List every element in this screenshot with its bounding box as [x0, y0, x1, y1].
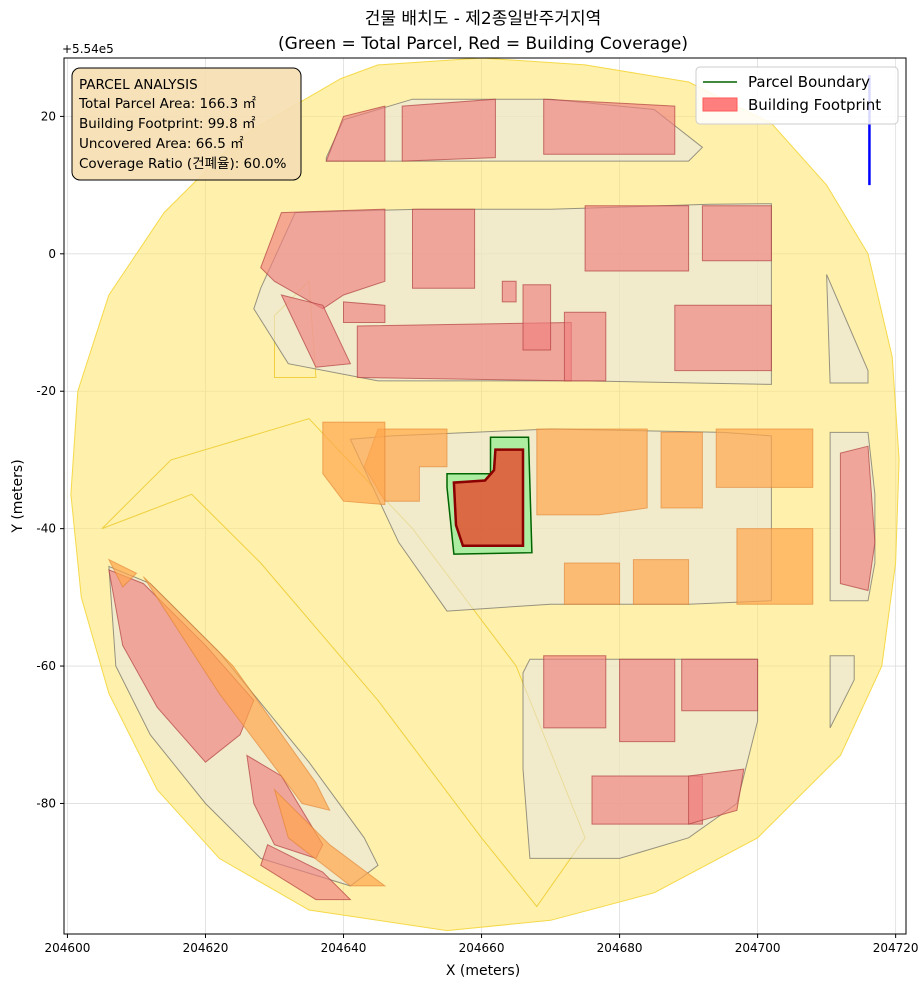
plot-frame	[63, 57, 907, 935]
adjacent-building	[142, 576, 331, 812]
x-axis-label: X (meters)	[446, 963, 520, 979]
y-tick-label: -80	[36, 796, 56, 810]
neighbor-building	[619, 658, 676, 743]
neighbor-building	[674, 304, 772, 372]
adjacent-building	[660, 431, 703, 509]
legend-parcel-label: Parcel Boundary	[748, 73, 870, 91]
chart-subtitle: (Green = Total Parcel, Red = Building Co…	[278, 34, 688, 54]
legend-building-label: Building Footprint	[748, 96, 881, 114]
neighbor-building	[839, 445, 876, 592]
neighbor-building	[543, 655, 607, 729]
y-tick-label: -60	[36, 659, 56, 673]
legend-background	[695, 66, 899, 125]
y-axis-ticks: 20 0 -20 -40 -60 -80	[36, 109, 64, 810]
legend-building-patch	[702, 97, 738, 112]
neighbor-building	[260, 208, 386, 310]
neighbor-building	[563, 311, 607, 382]
adjacent-building	[632, 559, 690, 605]
adjacent-building	[273, 787, 387, 887]
adjacent-building	[715, 428, 814, 488]
info-box: PARCEL ANALYSIS Total Parcel Area: 166.3…	[71, 67, 302, 181]
info-building-footprint: Building Footprint: 99.8 ㎡	[79, 116, 256, 132]
neighbor-building	[591, 775, 703, 825]
info-total-area: Total Parcel Area: 166.3 ㎡	[78, 96, 256, 112]
x-tick-label: 204680	[597, 941, 643, 955]
neighbor-parcel	[826, 274, 869, 384]
map-layer	[70, 58, 900, 932]
y-tick-label: 0	[48, 247, 56, 261]
adjacent-building	[107, 558, 138, 588]
x-tick-label: 204620	[183, 941, 229, 955]
x-tick-label: 204640	[321, 941, 367, 955]
x-tick-label: 204600	[45, 941, 91, 955]
chart-title: 건물 배치도 - 제2종일반주거지역	[365, 9, 601, 29]
legend: Parcel Boundary Building Footprint	[695, 66, 899, 125]
x-tick-label: 204660	[459, 941, 505, 955]
adjacent-building	[736, 528, 814, 605]
neighbor-building	[412, 208, 476, 289]
y-axis-label: Y (meters)	[10, 459, 26, 533]
info-uncovered-area: Uncovered Area: 66.5 ㎡	[79, 136, 244, 152]
info-coverage-ratio: Coverage Ratio (건폐율): 60.0%	[79, 156, 287, 172]
neighbor-building	[343, 301, 386, 323]
neighbor-building	[543, 98, 676, 155]
y-tick-label: -40	[36, 522, 56, 536]
neighbor-parcel	[829, 655, 855, 729]
neighbor-building	[688, 768, 745, 825]
neighbor-building	[584, 205, 690, 272]
x-tick-label: 204700	[735, 941, 781, 955]
x-tick-label: 204720	[873, 941, 919, 955]
adjacent-building	[563, 562, 621, 605]
neighbor-building	[522, 284, 552, 351]
neighbor-building	[681, 658, 759, 712]
y-tick-label: -20	[36, 384, 56, 398]
adjacent-building	[536, 428, 648, 516]
neighbor-building	[701, 205, 772, 262]
target-building	[452, 448, 525, 548]
neighbor-building	[260, 843, 352, 901]
neighbor-building	[280, 294, 352, 368]
y-offset-label: +5.54e5	[62, 42, 114, 56]
x-axis-ticks: 204600 204620 204640 204660 204680 204700 2047…	[45, 934, 919, 955]
adjacent-building	[322, 421, 386, 506]
neighbor-building	[501, 280, 517, 303]
info-box-title: PARCEL ANALYSIS	[79, 77, 198, 93]
neighbor-building	[325, 105, 386, 162]
neighbor-building	[401, 98, 496, 162]
info-box-background	[71, 67, 302, 181]
y-tick-label: 20	[41, 109, 56, 123]
road-outline	[101, 418, 586, 908]
